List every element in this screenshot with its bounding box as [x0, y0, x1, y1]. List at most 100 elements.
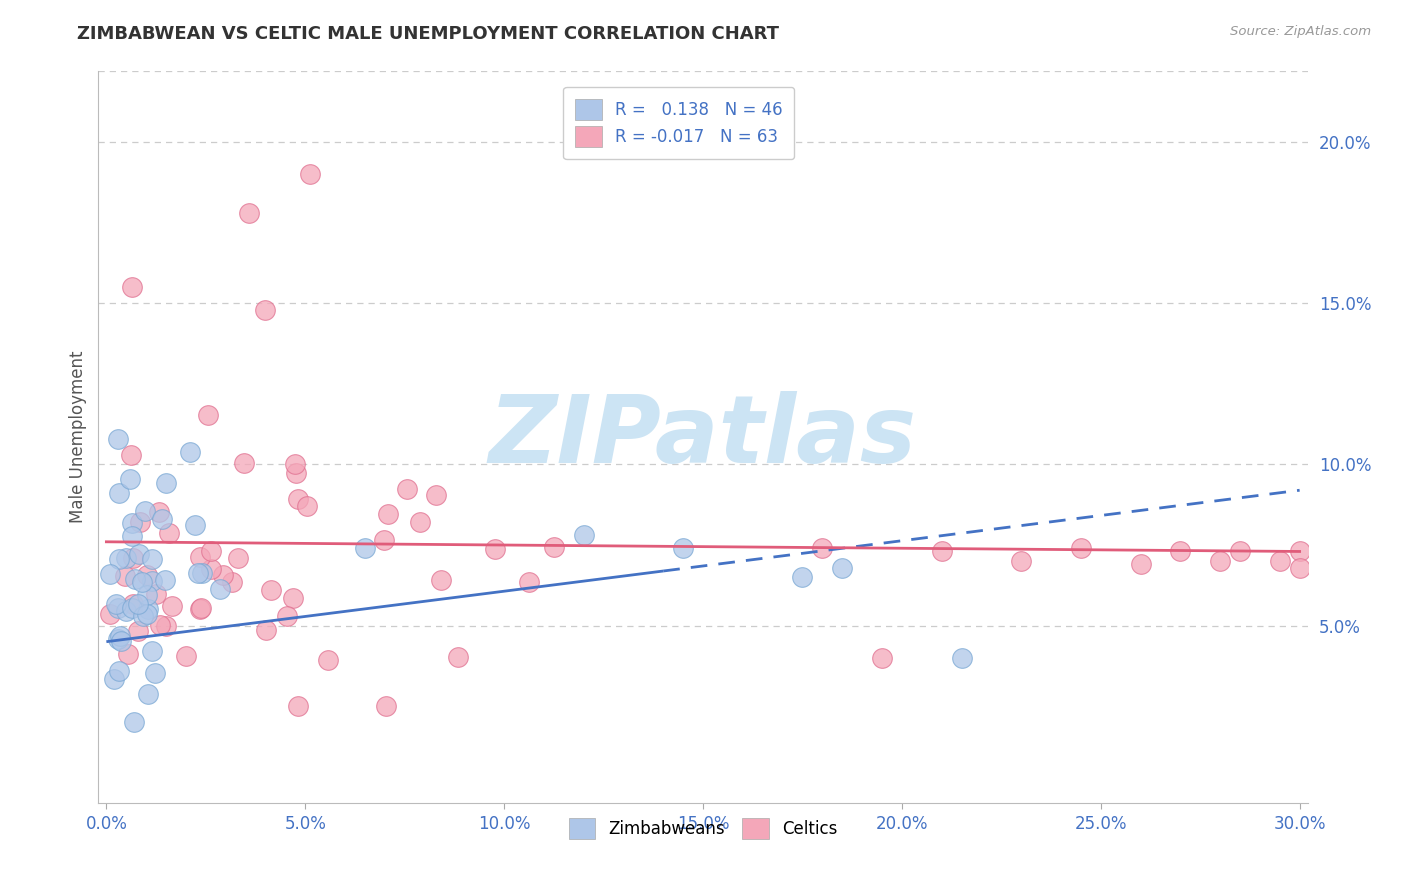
Point	[1288, 560, 1310, 574]
Point	[1229, 544, 1251, 558]
Point	[107, 664, 129, 678]
Point	[354, 541, 377, 556]
Point	[295, 499, 318, 513]
Point	[127, 624, 149, 638]
Point	[188, 602, 211, 616]
Point	[103, 673, 125, 687]
Point	[1129, 558, 1152, 572]
Point	[672, 541, 695, 556]
Point	[1010, 554, 1032, 568]
Point	[238, 206, 260, 220]
Point	[176, 648, 198, 663]
Point	[811, 541, 834, 556]
Point	[425, 488, 447, 502]
Point	[121, 529, 143, 543]
Point	[155, 476, 177, 491]
Point	[188, 549, 211, 564]
Point	[121, 600, 143, 615]
Point	[430, 574, 453, 588]
Point	[284, 466, 307, 480]
Point	[447, 650, 470, 665]
Point	[107, 600, 129, 615]
Point	[135, 589, 157, 603]
Point	[129, 515, 152, 529]
Point	[1209, 554, 1232, 568]
Point	[136, 602, 159, 616]
Point	[221, 574, 243, 589]
Point	[375, 699, 398, 714]
Point	[287, 699, 309, 714]
Point	[136, 607, 159, 621]
Point	[120, 448, 142, 462]
Point	[145, 587, 167, 601]
Point	[120, 472, 142, 486]
Point	[197, 408, 219, 422]
Point	[98, 566, 121, 581]
Point	[287, 491, 309, 506]
Point	[395, 482, 418, 496]
Point	[377, 507, 399, 521]
Point	[98, 607, 121, 621]
Point	[517, 575, 540, 590]
Point	[190, 601, 212, 615]
Point	[276, 609, 298, 624]
Point	[149, 617, 172, 632]
Point	[114, 551, 136, 566]
Point	[136, 568, 159, 582]
Point	[191, 566, 214, 581]
Point	[108, 486, 131, 500]
Point	[254, 302, 277, 317]
Point	[1288, 544, 1310, 558]
Point	[121, 280, 143, 294]
Point	[108, 629, 131, 643]
Point	[134, 504, 156, 518]
Point	[208, 582, 231, 596]
Text: ZIPatlas: ZIPatlas	[489, 391, 917, 483]
Point	[128, 547, 150, 561]
Point	[408, 516, 430, 530]
Point	[931, 544, 953, 558]
Point	[212, 568, 235, 582]
Point	[143, 665, 166, 680]
Point	[104, 598, 127, 612]
Point	[141, 644, 163, 658]
Point	[138, 687, 160, 701]
Point	[121, 516, 143, 530]
Point	[187, 566, 209, 580]
Point	[122, 597, 145, 611]
Point	[1268, 554, 1291, 568]
Point	[127, 597, 149, 611]
Text: ZIMBABWEAN VS CELTIC MALE UNEMPLOYMENT CORRELATION CHART: ZIMBABWEAN VS CELTIC MALE UNEMPLOYMENT C…	[77, 25, 779, 43]
Point	[484, 542, 506, 557]
Point	[226, 551, 249, 566]
Point	[155, 574, 177, 588]
Point	[572, 528, 595, 542]
Point	[131, 575, 153, 590]
Point	[1168, 544, 1191, 558]
Point	[200, 544, 222, 558]
Point	[114, 568, 136, 582]
Point	[281, 591, 304, 606]
Point	[122, 551, 145, 566]
Point	[543, 540, 565, 554]
Point	[141, 574, 163, 588]
Point	[254, 624, 277, 638]
Point	[122, 715, 145, 730]
Point	[299, 168, 322, 182]
Point	[870, 650, 893, 665]
Point	[232, 456, 254, 470]
Point	[1070, 541, 1092, 556]
Y-axis label: Male Unemployment: Male Unemployment	[69, 351, 87, 524]
Point	[107, 632, 129, 646]
Point	[160, 599, 183, 613]
Point	[110, 634, 132, 648]
Point	[157, 526, 180, 541]
Point	[260, 583, 283, 598]
Point	[184, 517, 207, 532]
Point	[200, 562, 222, 576]
Point	[124, 572, 146, 586]
Point	[132, 608, 155, 623]
Point	[792, 570, 814, 584]
Point	[148, 505, 170, 519]
Point	[373, 533, 395, 547]
